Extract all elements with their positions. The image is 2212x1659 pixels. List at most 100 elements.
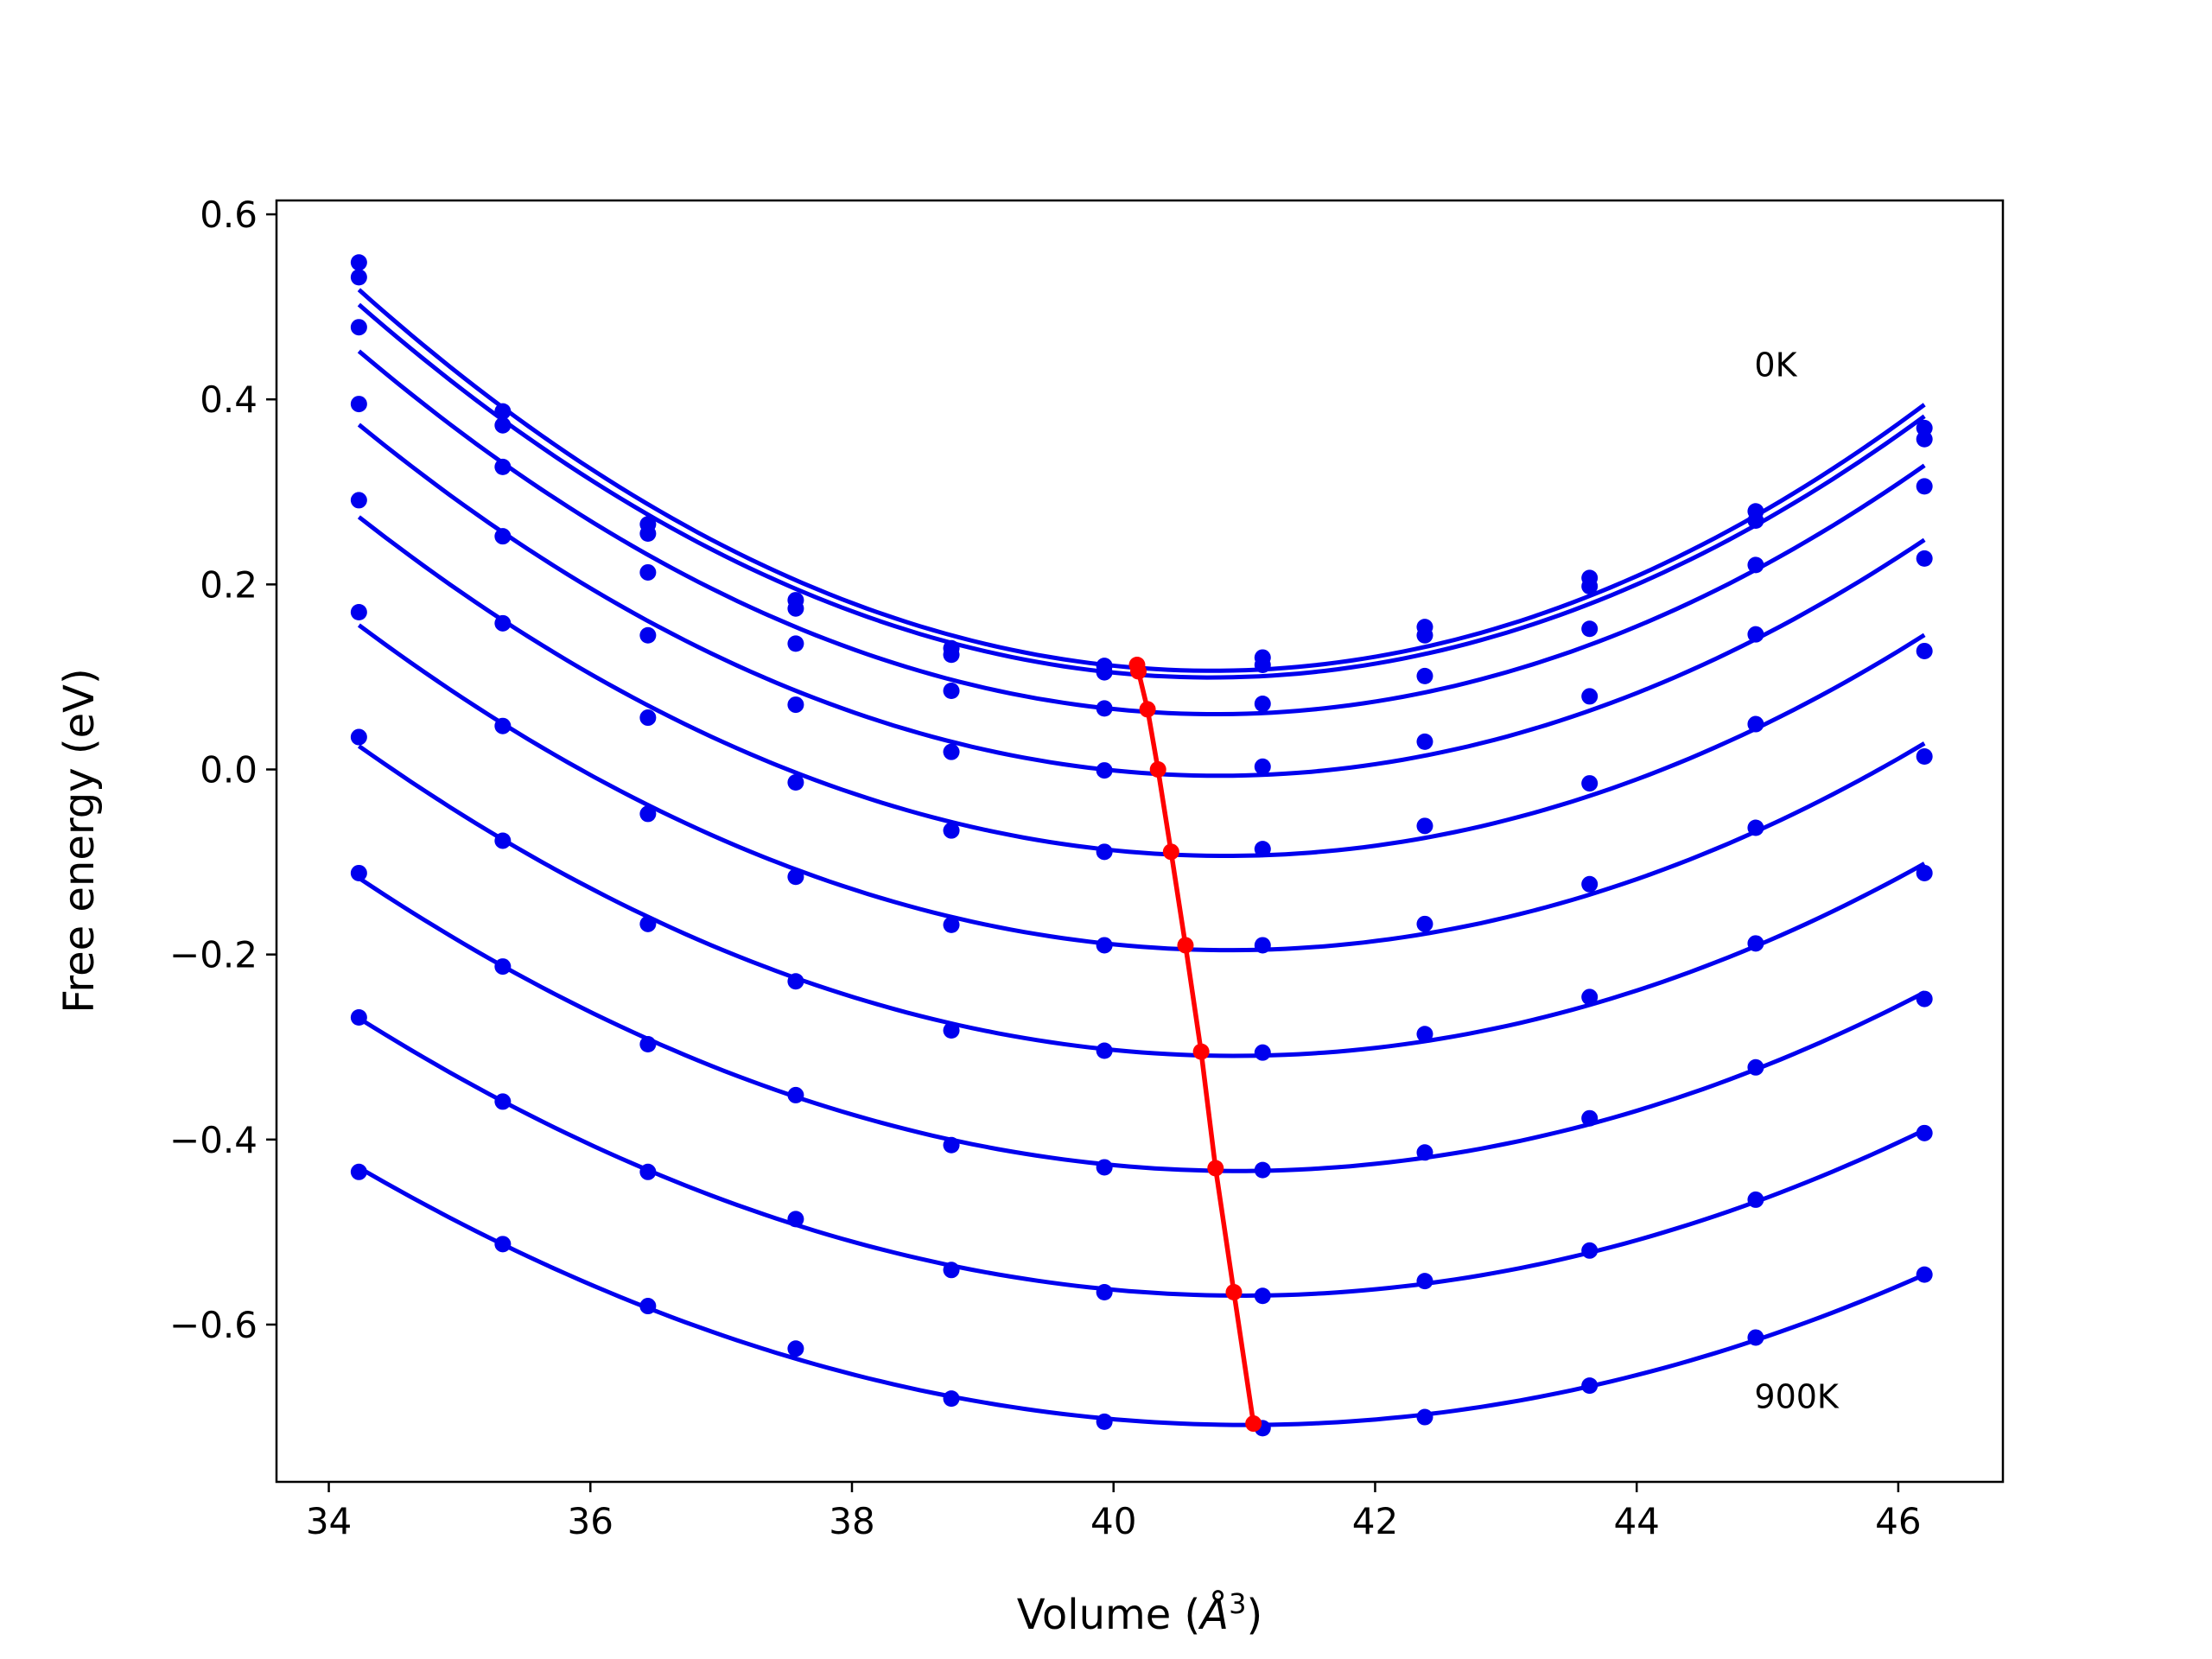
data-point: [943, 822, 960, 839]
data-point: [1096, 1159, 1113, 1176]
data-point: [1416, 626, 1433, 644]
data-point: [494, 1236, 512, 1253]
data-point: [787, 774, 804, 791]
x-tick-label: 38: [829, 1500, 874, 1542]
data-point: [639, 1163, 657, 1180]
data-point: [943, 916, 960, 933]
data-point: [943, 646, 960, 664]
data-point: [943, 1021, 960, 1039]
x-axis-ticks: 34 36 38 40 42 44 46: [306, 1482, 1922, 1542]
data-point: [1254, 657, 1271, 674]
y-axis-ticks: 0.6 0.4 0.2 0.0 −0.2 −0.4 −0.6: [169, 194, 276, 1346]
data-point: [1916, 478, 1933, 495]
data-point: [494, 416, 512, 434]
x-tick-label: 34: [306, 1500, 352, 1542]
data-point: [1416, 733, 1433, 750]
free-energy-curves: [357, 288, 1926, 1427]
data-point: [1096, 1042, 1113, 1059]
data-point: [787, 600, 804, 617]
data-point: [1747, 626, 1764, 643]
data-point: [494, 528, 512, 545]
y-tick-label: 0.0: [200, 749, 257, 791]
data-point: [494, 614, 512, 632]
x-axis-label-close: ): [1246, 1591, 1262, 1639]
data-point: [1581, 875, 1599, 893]
data-point: [639, 563, 657, 581]
data-point: [1416, 817, 1433, 835]
minimum-point: [1149, 761, 1166, 779]
series-2-curve: [357, 302, 1926, 680]
data-point: [1254, 937, 1271, 954]
x-tick-label: 46: [1875, 1500, 1921, 1542]
data-point: [1916, 748, 1933, 766]
x-tick-label: 40: [1090, 1500, 1136, 1542]
temperature-annotations: 0K 900K: [1754, 346, 1840, 1415]
data-point: [1916, 430, 1933, 448]
data-point: [943, 1136, 960, 1154]
data-point: [1254, 758, 1271, 775]
data-point: [1581, 620, 1599, 638]
plot-frame: [275, 199, 2005, 1484]
data-point: [639, 626, 657, 644]
data-point: [1254, 1044, 1271, 1061]
series-8-curve: [358, 876, 1926, 1173]
data-point: [639, 1298, 657, 1315]
data-point: [1747, 819, 1764, 836]
data-point: [787, 1211, 804, 1228]
x-axis-label-text: Volume (: [1017, 1591, 1201, 1639]
data-point: [1916, 642, 1933, 659]
data-point: [1254, 1161, 1271, 1179]
minimum-point: [1139, 701, 1156, 718]
data-point: [494, 958, 512, 976]
minimum-point: [1225, 1283, 1243, 1300]
data-point: [787, 1340, 804, 1357]
data-point: [1581, 688, 1599, 705]
data-point: [787, 973, 804, 990]
data-point: [1747, 935, 1764, 952]
data-point: [1096, 700, 1113, 717]
data-point: [1096, 843, 1113, 861]
y-tick-label: 0.4: [200, 378, 257, 421]
x-axis-label-symbol: Å: [1198, 1590, 1229, 1639]
data-point: [350, 1163, 367, 1180]
data-point: [1916, 990, 1933, 1007]
series-6-curve: [357, 623, 1926, 953]
data-point: [1747, 1191, 1764, 1208]
data-point: [1581, 775, 1599, 792]
free-energy-data-points: [350, 254, 1933, 1437]
series-5-curve: [357, 515, 1926, 858]
y-tick-label: −0.4: [169, 1119, 257, 1161]
data-point: [1416, 915, 1433, 932]
y-tick-label: −0.6: [169, 1304, 257, 1346]
data-point: [639, 805, 657, 823]
data-point: [494, 717, 512, 734]
data-point: [1096, 1283, 1113, 1300]
x-tick-label: 44: [1613, 1500, 1659, 1542]
data-point: [943, 683, 960, 700]
data-point: [1581, 578, 1599, 595]
data-point: [350, 492, 367, 509]
data-point: [350, 728, 367, 746]
data-point: [787, 868, 804, 886]
x-tick-label: 42: [1352, 1500, 1398, 1542]
data-point: [350, 319, 367, 336]
data-point: [1581, 1242, 1599, 1259]
data-point: [1747, 1058, 1764, 1076]
data-point: [639, 1036, 657, 1053]
data-point: [1916, 1266, 1933, 1283]
minimum-point: [1192, 1043, 1210, 1060]
data-point: [1416, 1026, 1433, 1043]
data-point: [494, 1093, 512, 1110]
data-point: [1096, 1413, 1113, 1430]
data-point: [350, 269, 367, 286]
data-point: [787, 696, 804, 714]
data-point: [1096, 762, 1113, 779]
data-point: [1916, 864, 1933, 881]
y-tick-label: −0.2: [169, 934, 257, 976]
data-point: [787, 1086, 804, 1103]
data-point: [350, 1008, 367, 1026]
series-4-curve: [357, 423, 1926, 779]
data-point: [1096, 937, 1113, 954]
minimum-point: [1177, 937, 1194, 954]
